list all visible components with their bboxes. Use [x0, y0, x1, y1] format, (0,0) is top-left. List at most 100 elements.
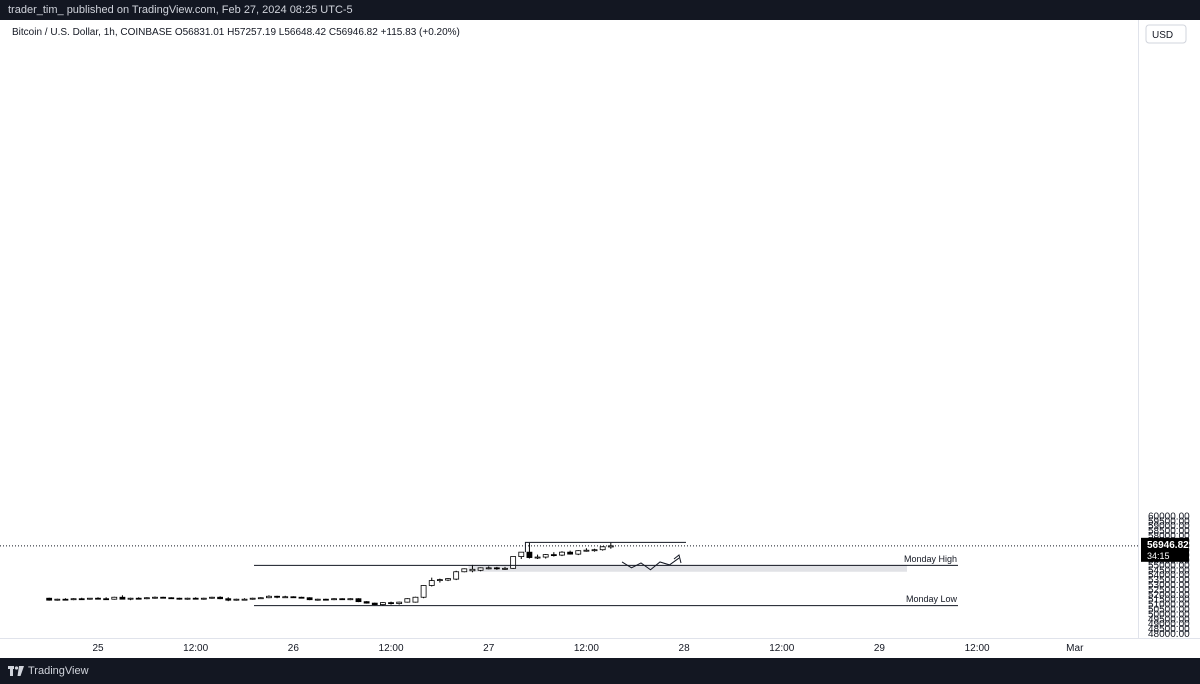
candle-body-up: [249, 597, 256, 600]
candle: [526, 542, 533, 559]
candle-body-down: [274, 595, 280, 598]
price-tick-label: 48500.00: [1148, 624, 1190, 635]
time-tick-label: 28: [679, 643, 691, 654]
candle-body-up: [396, 601, 403, 605]
candle: [575, 550, 582, 556]
candle: [323, 598, 329, 601]
candle-body-up: [54, 598, 61, 601]
annotations: Monday High Monday Low: [0, 541, 1138, 607]
candle-body-up: [86, 597, 93, 600]
candle-body-down: [306, 597, 313, 601]
candle-body-down: [290, 596, 297, 599]
candle-body-up: [209, 596, 215, 599]
candle-body-up: [510, 556, 517, 569]
monday-low-label: Monday Low: [906, 594, 958, 604]
candle: [78, 597, 85, 601]
time-tick-label: 12:00: [574, 643, 599, 654]
candle-body-up: [70, 598, 77, 601]
candle: [542, 554, 549, 559]
candle: [445, 578, 451, 582]
tradingview-logo-icon: [8, 666, 24, 676]
price-tick-label: 48000.00: [1148, 629, 1190, 640]
price-tick-label: 59000.00: [1148, 521, 1190, 532]
candle: [567, 550, 574, 555]
candle: [428, 577, 435, 587]
candle: [518, 551, 525, 560]
candle-body-down: [95, 597, 101, 600]
candle: [225, 597, 232, 602]
candle: [591, 548, 598, 552]
price-tick-label: 51500.00: [1148, 595, 1190, 606]
candle-body-up: [583, 549, 590, 552]
candle: [46, 597, 53, 601]
candle: [306, 597, 313, 601]
currency-label[interactable]: USD: [1152, 30, 1173, 41]
candle: [607, 542, 614, 549]
candle: [95, 597, 101, 600]
candle: [168, 597, 175, 600]
projection-path: [621, 557, 680, 571]
candle-body-down: [298, 596, 305, 599]
candle-body-up: [404, 598, 411, 603]
candle: [290, 596, 297, 599]
price-tick-label: 49000.00: [1148, 619, 1190, 630]
candle-body-up: [282, 596, 289, 599]
price-tick-label: 54500.00: [1148, 565, 1190, 576]
price-tick-label: 55000.00: [1148, 560, 1190, 571]
price-tick-label: 49500.00: [1148, 614, 1190, 625]
candle-body-down: [388, 602, 394, 605]
time-tick-label: 29: [874, 643, 886, 654]
candle: [339, 598, 346, 601]
candle: [103, 597, 110, 601]
candle-body-down: [339, 598, 346, 601]
candle-body-up: [542, 554, 549, 558]
candle-body-up: [233, 598, 240, 601]
candle: [436, 578, 443, 583]
candle: [347, 598, 354, 601]
candle: [355, 598, 362, 603]
candle: [371, 602, 378, 606]
time-tick-label: 12:00: [183, 643, 208, 654]
price-tag-box: [1141, 537, 1189, 562]
candle: [396, 601, 403, 605]
candle-body-up: [420, 585, 427, 598]
projection-arrowhead: [673, 554, 682, 564]
candle: [379, 602, 386, 606]
candle-body-up: [599, 546, 606, 551]
candle: [241, 598, 248, 601]
candle-body-down: [550, 554, 557, 557]
candle: [469, 564, 476, 573]
price-axis[interactable]: 48000.0048500.0049000.0049500.0050000.00…: [1141, 511, 1190, 640]
candle-body-down: [355, 598, 362, 603]
candle: [233, 598, 240, 601]
time-axis[interactable]: 25 12:00 26 12:00 27 12:00 28 12:00 29 12:00 Mar: [92, 643, 1084, 654]
candle-body-down: [526, 551, 533, 558]
candle: [388, 601, 394, 605]
price-tick-label: 58000.00: [1148, 531, 1190, 542]
candle: [54, 598, 61, 601]
candle: [160, 596, 167, 599]
candle-body-up: [461, 568, 468, 573]
candle-body-down: [168, 597, 175, 600]
price-tick-label: 51000.00: [1148, 600, 1190, 611]
candle: [298, 596, 305, 599]
range-high-line: [524, 541, 686, 553]
chart-area[interactable]: Monday High Monday Low 48000.00 48500.00 49…: [0, 20, 1200, 658]
time-tick-label: Mar: [1066, 643, 1084, 654]
currency-button[interactable]: USD: [1145, 24, 1187, 44]
grid: [0, 20, 1200, 639]
price-tick-label: 50000.00: [1148, 609, 1190, 620]
candle-body-up: [559, 551, 565, 556]
tradingview-brand[interactable]: TradingView: [8, 664, 89, 678]
candle: [135, 597, 142, 600]
candle: [453, 570, 460, 581]
candle-body-up: [412, 596, 419, 603]
candle: [412, 596, 419, 603]
candlestick-chart[interactable]: Monday High Monday Low 48000.0048500.0049…: [0, 20, 1200, 658]
candle: [461, 568, 468, 573]
candle-body-up: [591, 549, 598, 552]
candle: [583, 548, 590, 552]
price-tag-value: 56946.82: [1147, 540, 1189, 551]
price-tick-label: 50500.00: [1148, 605, 1190, 616]
